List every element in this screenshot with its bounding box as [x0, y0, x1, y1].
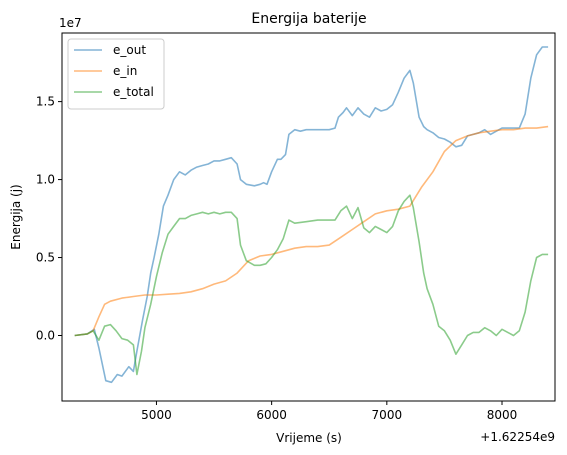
x-offset-label: +1.62254e9 — [480, 430, 555, 444]
series-line-e-in — [74, 125, 549, 337]
x-axis-label: Vrijeme (s) — [276, 431, 342, 445]
y-tick-label: 1.5 — [36, 95, 55, 109]
y-axis-label: Energija (j) — [9, 184, 23, 249]
plot-area — [61, 32, 556, 402]
y-scale-label: 1e7 — [59, 16, 82, 30]
x-tick-label: 5000 — [141, 408, 172, 422]
series-line-e-total — [74, 194, 549, 376]
y-axis: 0.0 0.5 1.0 1.5 — [36, 95, 62, 343]
series-line-e-out — [74, 46, 549, 384]
series-layer — [74, 46, 549, 384]
y-tick-label: 1.0 — [36, 173, 55, 187]
x-axis: 5000 6000 7000 8000 — [141, 401, 517, 422]
x-tick-label: 8000 — [487, 408, 518, 422]
legend-label-e-out: e_out — [113, 43, 146, 57]
legend-label-e-total: e_total — [113, 85, 154, 99]
chart-title: Energija baterije — [251, 11, 366, 27]
y-tick-label: 0.0 — [36, 329, 55, 343]
legend: e_out e_in e_total — [67, 38, 165, 110]
x-tick-label: 7000 — [372, 408, 403, 422]
legend-label-e-in: e_in — [113, 64, 137, 78]
y-tick-label: 0.5 — [36, 251, 55, 265]
x-tick-label: 6000 — [256, 408, 287, 422]
